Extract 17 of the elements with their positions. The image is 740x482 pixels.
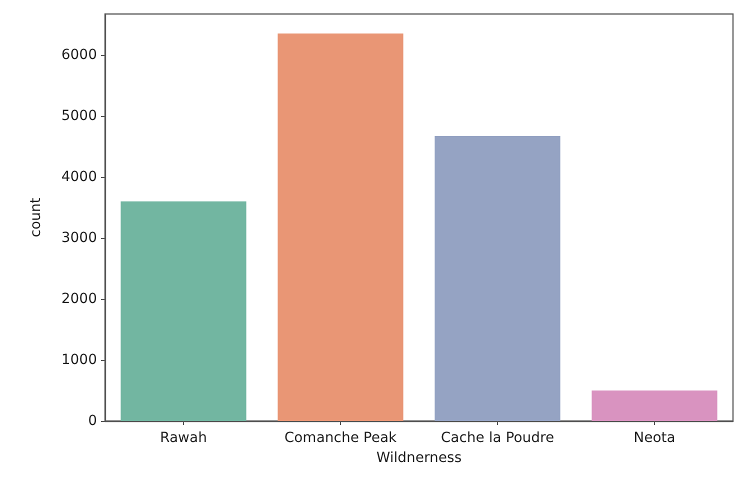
y-tick-label: 1000 bbox=[61, 352, 97, 368]
y-tick-label: 0 bbox=[88, 413, 97, 429]
bar bbox=[434, 136, 560, 421]
x-tick-label: Cache la Poudre bbox=[440, 430, 554, 446]
bar bbox=[592, 390, 718, 421]
x-tick-label: Rawah bbox=[160, 430, 207, 446]
y-tick-label: 4000 bbox=[61, 168, 97, 185]
y-tick-label: 2000 bbox=[61, 290, 97, 307]
bar bbox=[120, 201, 246, 421]
bar bbox=[278, 34, 404, 421]
y-tick-label: 6000 bbox=[61, 46, 97, 63]
x-tick-label: Neota bbox=[634, 430, 676, 446]
y-tick-label: 3000 bbox=[61, 230, 97, 246]
x-tick-label: Comanche Peak bbox=[284, 430, 398, 446]
x-axis-title: Wildnerness bbox=[376, 450, 462, 466]
y-tick-label: 5000 bbox=[61, 108, 97, 124]
y-axis-title: count bbox=[28, 197, 44, 238]
